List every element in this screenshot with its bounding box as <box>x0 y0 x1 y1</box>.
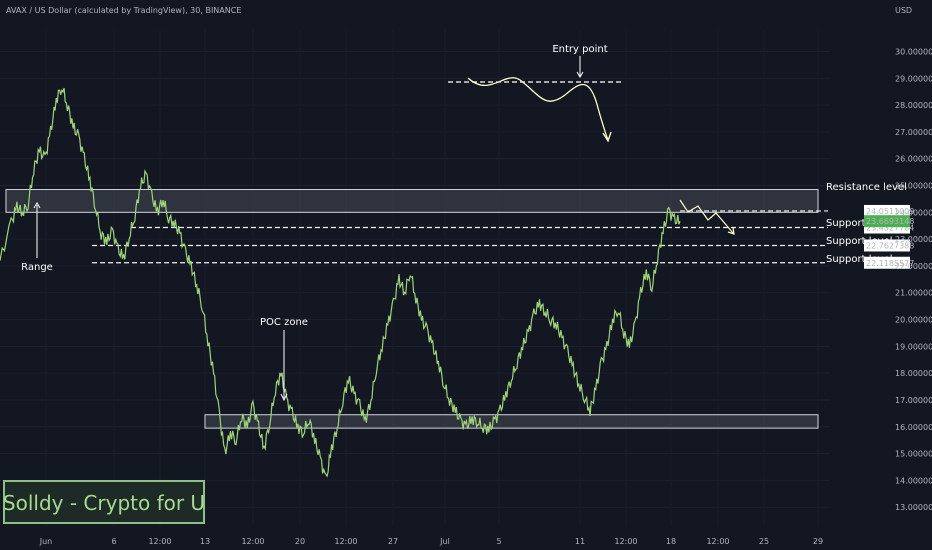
level-price-label: 23.4327784 <box>866 224 914 233</box>
y-tick-label: 17.0000000 <box>895 396 932 405</box>
currency-label: USD <box>895 6 912 15</box>
x-tick-label: 13 <box>200 537 210 546</box>
y-tick-label: 30.0000000 <box>895 47 932 56</box>
level-price-tag <box>864 239 910 252</box>
y-tick-label: 29.0000000 <box>895 74 932 83</box>
price-line <box>0 87 681 478</box>
x-tick-label: 25 <box>759 537 769 546</box>
y-tick-label: 24.0000000 <box>895 208 932 217</box>
price-axis[interactable]: 30.0000000 29.0000000 28.0000000 27.0000000… <box>895 47 932 512</box>
x-tick-label: 12:00 <box>241 537 264 546</box>
poc-pointer-head <box>280 393 288 402</box>
range-zone <box>204 414 819 429</box>
projection-path <box>679 199 734 234</box>
range-label: Range <box>21 262 53 273</box>
x-tick-label: 5 <box>496 537 501 546</box>
x-tick-label: 27 <box>388 537 398 546</box>
current-price-tag <box>864 215 910 228</box>
y-tick-label: 21.0000000 <box>895 289 932 298</box>
level-price-label: 22.1185577 <box>866 259 914 268</box>
y-tick-label: 23.0000000 <box>895 235 932 244</box>
y-tick-label: 22.0000000 <box>895 262 932 271</box>
poc-zone-label: POC zone <box>260 317 308 328</box>
x-tick-label: 6 <box>111 537 116 546</box>
symbol-header: AVAX / US Dollar (calculated by TradingV… <box>6 6 241 15</box>
x-tick-label: 29 <box>813 537 823 546</box>
range-pointer-head <box>33 202 41 209</box>
y-tick-label: 19.0000000 <box>895 342 932 351</box>
level-price-tag <box>864 256 910 269</box>
y-tick-label: 28.0000000 <box>895 101 932 110</box>
y-tick-label: 13.0000000 <box>895 503 932 512</box>
entry-pointer-head <box>576 71 584 78</box>
x-tick-label: 12:00 <box>334 537 357 546</box>
entry-curve <box>467 77 609 141</box>
annotations: Entry point Range POC zone <box>21 44 735 402</box>
level-label: Resistance level <box>826 182 907 193</box>
entry-point-label: Entry point <box>552 44 607 55</box>
x-tick-label: 12:00 <box>148 537 171 546</box>
y-tick-label: 18.0000000 <box>895 369 932 378</box>
x-tick-label: Jun <box>39 537 53 546</box>
y-tick-label: 14.0000000 <box>895 476 932 485</box>
y-tick-label: 27.0000000 <box>895 128 932 137</box>
watermark: Solldy - Crypto for U <box>3 480 205 524</box>
level-price-tag <box>864 204 910 217</box>
range-zones <box>5 189 819 429</box>
current-price-label: 23.6693148 <box>866 217 914 226</box>
x-tick-label: Jul <box>439 537 450 546</box>
x-tick-label: 12:00 <box>614 537 637 546</box>
x-tick-label: 18 <box>666 537 676 546</box>
level-label: Support level <box>826 218 893 229</box>
range-zone <box>5 189 819 213</box>
projection-arrowhead <box>727 226 735 235</box>
entry-arrowhead <box>602 131 612 143</box>
y-tick-label: 25.0000000 <box>895 182 932 191</box>
time-axis[interactable]: Jun 6 12:00 13 12:00 20 12:00 27 Jul 5 11 12:00 18 12… <box>39 537 823 546</box>
watermark-text: Solldy - Crypto for U <box>3 491 205 515</box>
y-tick-label: 15.0000000 <box>895 450 932 459</box>
y-tick-label: 26.0000000 <box>895 155 932 164</box>
y-tick-label: 20.0000000 <box>895 316 932 325</box>
level-label: Support level <box>826 236 893 247</box>
level-price-label: 24.0511009 <box>866 207 914 216</box>
level-price-label: 22.7627388 <box>866 241 914 250</box>
x-tick-label: 11 <box>575 537 585 546</box>
x-tick-label: 12:00 <box>706 537 729 546</box>
x-tick-label: 20 <box>295 537 305 546</box>
level-label: Support level <box>826 254 893 265</box>
y-tick-label: 16.0000000 <box>895 423 932 432</box>
